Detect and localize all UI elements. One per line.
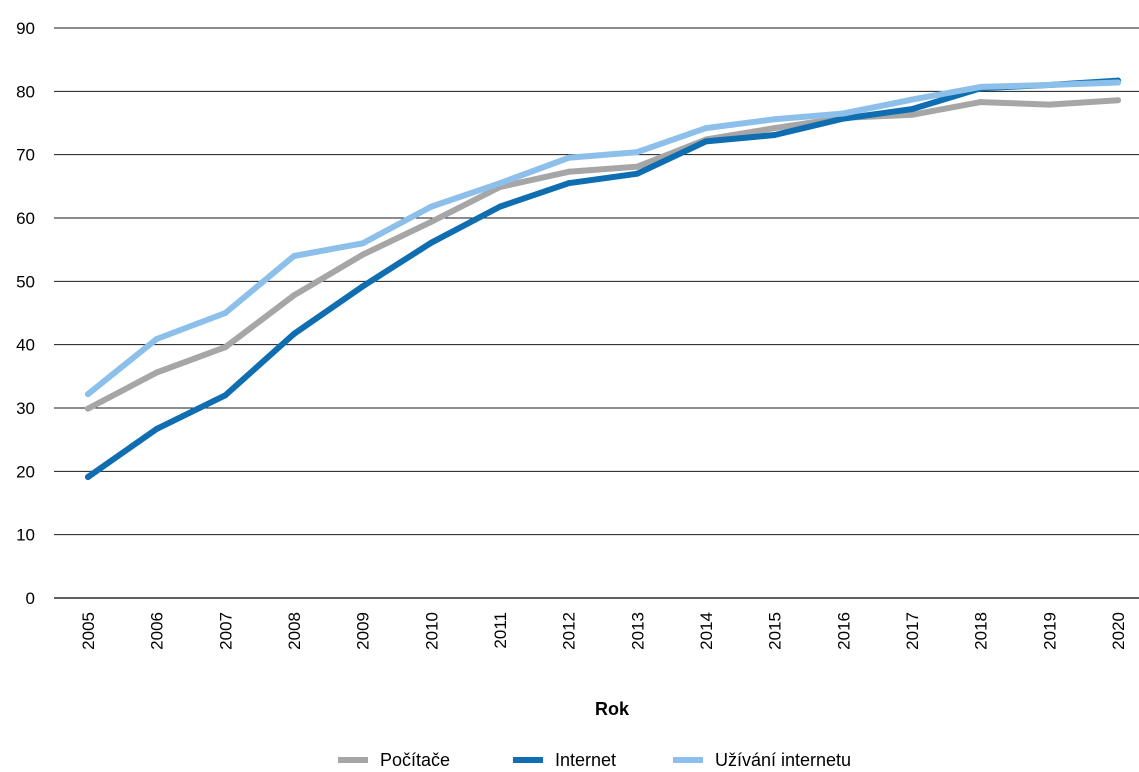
data-point xyxy=(909,111,915,118)
data-point xyxy=(840,115,847,122)
y-tick-label: 30 xyxy=(16,399,35,418)
legend: Počítače Internet Užívání internetu xyxy=(338,750,851,770)
y-tick-label: 0 xyxy=(26,589,35,608)
x-tick-label: 2019 xyxy=(1040,612,1059,650)
series-line xyxy=(85,97,1121,412)
data-point xyxy=(428,218,435,225)
data-point xyxy=(497,180,503,187)
data-point xyxy=(85,474,91,481)
x-tick-label: 2017 xyxy=(903,612,922,650)
data-point xyxy=(291,292,297,299)
x-tick-label: 2010 xyxy=(422,612,441,650)
data-point xyxy=(359,251,366,258)
data-point xyxy=(634,170,641,177)
data-point xyxy=(565,168,572,175)
x-tick-label: 2013 xyxy=(628,612,647,650)
data-point xyxy=(85,391,91,398)
data-point xyxy=(153,335,160,342)
data-point xyxy=(497,203,503,210)
y-tick-label: 20 xyxy=(16,462,35,481)
series-line xyxy=(85,77,1121,480)
data-point xyxy=(771,116,778,123)
y-tick-label: 50 xyxy=(16,272,35,291)
x-tick-label: 2016 xyxy=(834,612,853,650)
data-point xyxy=(565,154,572,161)
y-tick-label: 60 xyxy=(16,209,35,228)
data-point xyxy=(634,149,641,156)
legend-label: Internet xyxy=(555,750,616,770)
data-point xyxy=(359,283,366,290)
data-point xyxy=(291,253,297,259)
y-tick-label: 90 xyxy=(16,19,35,38)
data-point xyxy=(1046,82,1053,88)
data-point xyxy=(428,203,435,210)
y-tick-label: 10 xyxy=(16,526,35,545)
x-axis: 2005 2006 2007 2008 2009 2010 2011 2012 2013 2014… xyxy=(54,597,1139,650)
data-point xyxy=(1046,101,1053,108)
data-point xyxy=(977,99,984,106)
data-point xyxy=(359,240,366,247)
gridlines xyxy=(54,27,1139,536)
data-point xyxy=(771,132,778,139)
x-tick-label: 2005 xyxy=(79,612,98,650)
x-axis-title: Rok xyxy=(595,699,630,719)
data-point xyxy=(222,344,229,351)
data-point xyxy=(153,425,160,432)
data-point xyxy=(771,125,778,132)
x-tick-label: 2020 xyxy=(1109,612,1128,650)
data-point xyxy=(565,180,572,187)
y-tick-label: 40 xyxy=(16,336,35,355)
y-tick-label: 80 xyxy=(16,82,35,101)
x-tick-label: 2007 xyxy=(216,612,235,650)
x-tick-label: 2018 xyxy=(972,612,991,650)
series-lines xyxy=(85,77,1121,481)
data-point xyxy=(222,392,229,399)
data-point xyxy=(703,138,709,145)
data-point xyxy=(1115,97,1121,104)
x-tick-label: 2015 xyxy=(766,612,785,650)
x-tick-label: 2008 xyxy=(285,612,304,650)
x-tick-label: 2014 xyxy=(697,612,716,650)
data-point xyxy=(840,110,847,117)
data-point xyxy=(977,83,984,90)
data-point xyxy=(85,405,91,412)
data-point xyxy=(428,239,435,246)
data-point xyxy=(291,330,297,337)
data-point xyxy=(1115,79,1121,86)
data-point xyxy=(634,163,641,170)
legend-label: Počítače xyxy=(380,750,450,770)
data-point xyxy=(222,310,229,316)
x-tick-label: 2011 xyxy=(491,612,510,649)
series-line xyxy=(85,79,1121,398)
data-point xyxy=(909,96,915,103)
legend-label: Užívání internetu xyxy=(715,750,851,770)
x-tick-label: 2006 xyxy=(148,612,167,650)
data-point xyxy=(153,369,160,376)
y-tick-label: 70 xyxy=(16,146,35,165)
x-tick-label: 2012 xyxy=(560,612,579,650)
y-axis: 0 10 20 30 40 50 60 70 80 90 xyxy=(16,19,35,608)
data-point xyxy=(703,125,709,132)
x-tick-label: 2009 xyxy=(354,612,373,650)
data-point xyxy=(909,106,915,113)
